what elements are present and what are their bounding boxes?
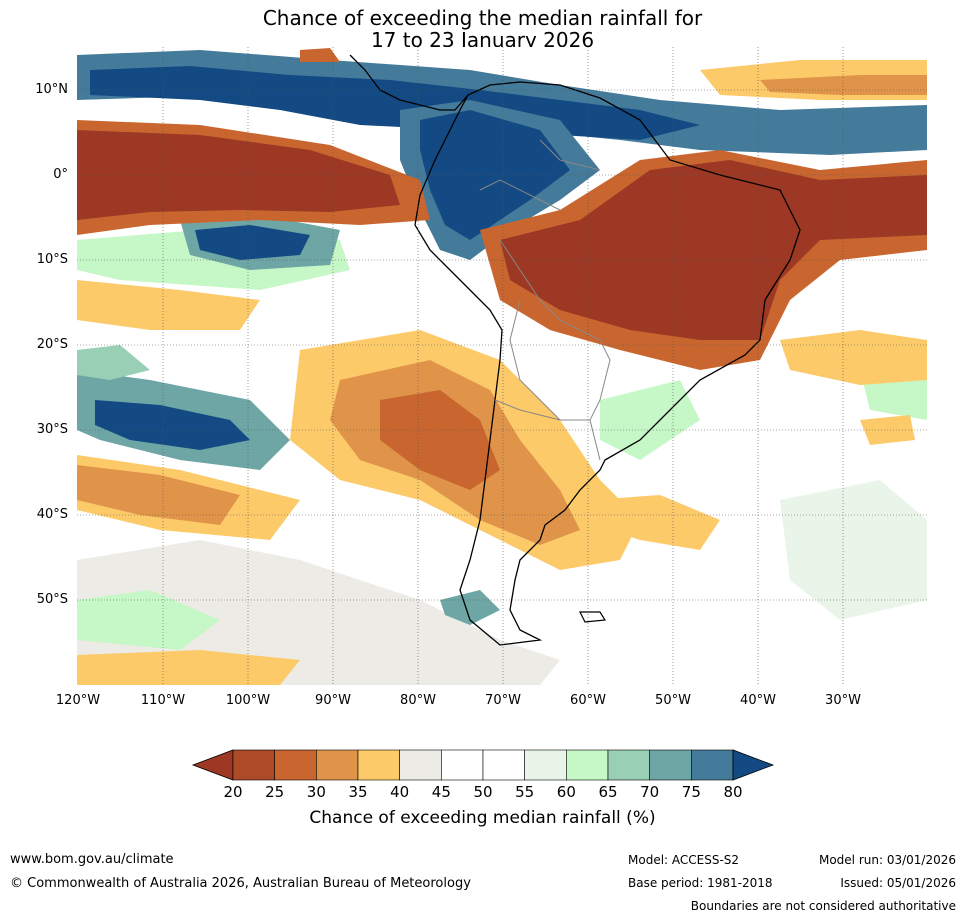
colorbar-tick-label: 55 [510,783,540,801]
lon-label-40w: 40°W [728,693,788,708]
lon-label-90w: 90°W [303,693,363,708]
lon-label-30w: 30°W [813,693,873,708]
lon-label-60w: 60°W [558,693,618,708]
lat-label-50s: 50°S [0,592,68,607]
lat-label-10s: 10°S [0,252,68,267]
colorbar-segment [233,750,275,780]
colorbar-tick-label: 30 [301,783,331,801]
boundaries-disclaimer: Boundaries are not considered authoritat… [691,899,956,913]
colorbar-tick-label: 75 [676,783,706,801]
colorbar-segment [400,750,442,780]
base-period: Base period: 1981-2018 [628,876,773,890]
lat-label-10n: 10°N [0,82,68,97]
colorbar-segment [650,750,692,780]
model-name: Model: ACCESS-S2 [628,853,739,867]
colorbar-tick-label: 40 [385,783,415,801]
issued-date: Issued: 05/01/2026 [840,876,956,890]
colorbar-tick-label: 45 [426,783,456,801]
lat-label-40s: 40°S [0,507,68,522]
colorbar [190,745,775,785]
colorbar-tick-label: 60 [551,783,581,801]
colorbar-tick-label: 25 [260,783,290,801]
colorbar-tick-label: 20 [218,783,248,801]
colorbar-segment [275,750,317,780]
copyright-text: © Commonwealth of Australia 2026, Austra… [10,876,471,891]
lat-label-20s: 20°S [0,337,68,352]
lat-label-30s: 30°S [0,422,68,437]
colorbar-segment [316,750,358,780]
colorbar-tick-label: 70 [635,783,665,801]
colorbar-segment [525,750,567,780]
lon-label-50w: 50°W [643,693,703,708]
bom-url-link[interactable]: www.bom.gov.au/climate [10,852,174,867]
colorbar-extend-high [733,750,773,780]
lon-label-80w: 80°W [388,693,448,708]
lon-label-110w: 110°W [133,693,193,708]
colorbar-tick-label: 35 [343,783,373,801]
colorbar-label: Chance of exceeding median rainfall (%) [0,808,965,828]
colorbar-segment [358,750,400,780]
lon-label-70w: 70°W [473,693,533,708]
colorbar-segment [441,750,483,780]
lon-label-100w: 100°W [218,693,278,708]
colorbar-tick-label: 50 [468,783,498,801]
model-run-date: Model run: 03/01/2026 [819,853,956,867]
colorbar-tick-label: 80 [718,783,748,801]
colorbar-tick-label: 65 [593,783,623,801]
lon-label-120w: 120°W [48,693,108,708]
lat-label-0: 0° [0,167,68,182]
colorbar-segment [691,750,733,780]
colorbar-extend-low [193,750,233,780]
colorbar-segment [483,750,525,780]
colorbar-segment [608,750,650,780]
colorbar-segment [566,750,608,780]
